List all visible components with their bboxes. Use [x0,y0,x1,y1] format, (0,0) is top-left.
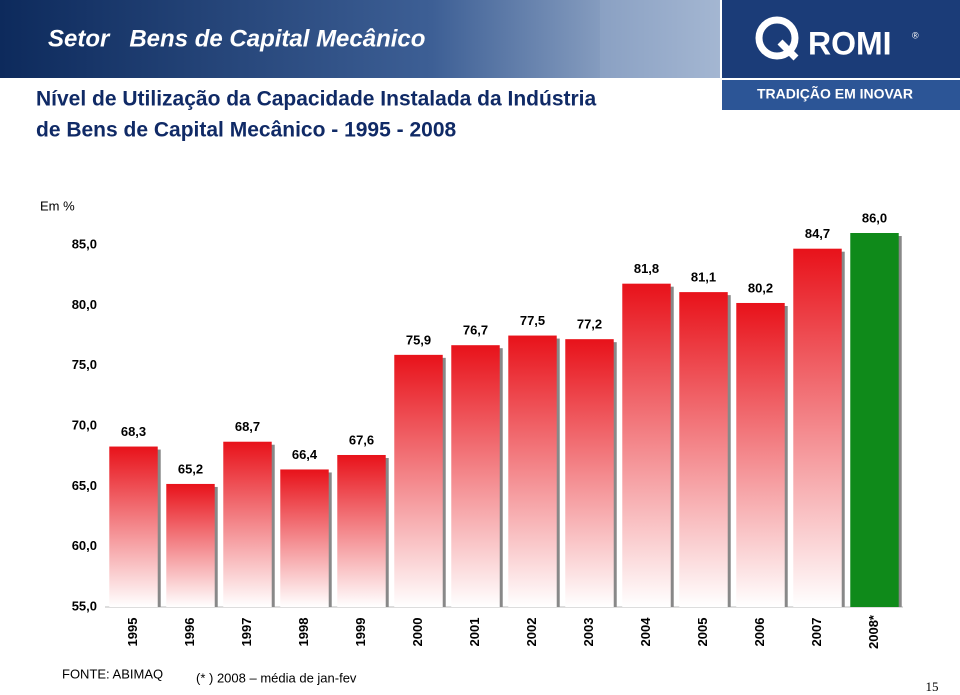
x-tick-label: 2003 [581,618,596,647]
logo-mark-tail [777,39,799,61]
value-label: 77,5 [520,313,545,328]
y-tick-label: 55,0 [72,598,97,613]
y-tick-label: 70,0 [72,417,97,432]
bar [109,446,158,607]
value-label: 75,9 [406,332,431,347]
x-tick-label: 2001 [467,618,482,647]
value-label: 84,7 [805,226,830,241]
logo-registered: ® [912,30,919,40]
x-tick-label: 2000 [410,618,425,647]
value-label: 68,3 [121,424,146,439]
value-label: 81,1 [691,270,716,285]
bar [223,441,272,607]
tagline-band [722,80,960,110]
x-tick-label: 2006 [752,618,767,647]
y-tick-label: 60,0 [72,538,97,553]
bar [736,302,785,607]
y-tick-label: 85,0 [72,237,97,252]
value-label: 81,8 [634,261,659,276]
page-number: 15 [926,679,939,694]
y-axis-label: Em % [40,198,75,213]
x-tick-label: 2004 [638,617,653,647]
bar [280,469,329,607]
slide-title: Setor Bens de Capital Mecânico [48,25,425,52]
bar [451,345,500,607]
plot: 55,0 60,0 65,0 70,0 75,0 80,0 85,0 1995 68,3 1996… [72,210,903,649]
bar [166,483,215,607]
subtitle-line: Nível de Utilização da Capacidade Instal… [36,88,596,111]
footnote: (* ) 2008 – média de jan-fev [196,670,357,685]
subtitle-line: de Bens de Capital Mecânico - 1995 - 200… [36,119,456,142]
value-label: 77,2 [577,317,602,332]
bar [508,335,557,607]
source: FONTE: ABIMAQ [62,666,163,681]
machine-photo [600,0,720,78]
y-tick-label: 65,0 [72,478,97,493]
bar [679,292,728,607]
x-tick-label: 2007 [809,618,824,647]
value-label: 67,6 [349,432,374,447]
x-tick-label: 2008* [866,614,881,649]
y-tick-label: 80,0 [72,297,97,312]
value-label: 66,4 [292,447,318,462]
x-tick-label: 1996 [182,618,197,647]
y-tick-label: 75,0 [72,357,97,372]
bar [337,454,386,607]
value-label: 86,0 [862,210,887,225]
x-tick-label: 1995 [125,618,140,647]
bar [850,233,899,607]
value-label: 65,2 [178,461,203,476]
x-tick-label: 1999 [353,618,368,647]
bar [622,283,671,607]
value-label: 76,7 [463,323,488,338]
bar [394,354,443,607]
value-label: 80,2 [748,280,773,295]
bar [565,339,614,607]
x-tick-label: 2002 [524,618,539,647]
x-tick-label: 1998 [296,618,311,647]
x-tick-label: 1997 [239,618,254,647]
logo-brand: ROMI [808,25,892,61]
x-tick-label: 2005 [695,618,710,647]
value-label: 68,7 [235,419,260,434]
logo-mark [755,16,799,60]
bar [793,248,842,607]
tagline: TRADIÇÃO EM INOVAR [757,85,913,102]
